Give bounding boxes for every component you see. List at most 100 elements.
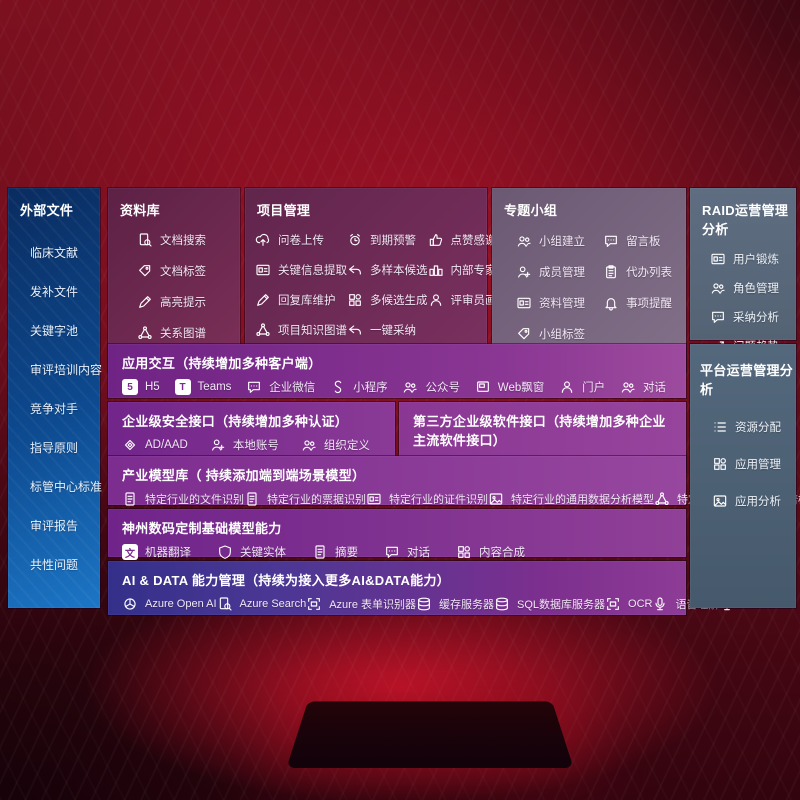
user-card-icon — [711, 253, 725, 265]
project-feature-item: 到期预警 — [347, 232, 428, 248]
reviewer-profile-icon — [430, 294, 441, 306]
web-popup-icon — [476, 381, 489, 392]
app-manage-icon — [714, 458, 726, 470]
file-recog-icon — [125, 492, 135, 506]
bbs-board-icon — [605, 235, 617, 247]
item-label: 审评报告 — [30, 519, 79, 533]
project-feature-item: 多样本候选 — [347, 262, 428, 278]
item-label: 摘要 — [335, 547, 358, 559]
item-label: 回复库维护 — [278, 295, 336, 307]
item-label: 角色管理 — [733, 283, 779, 295]
client-item: 对话 — [620, 379, 666, 395]
group-create-icon — [517, 236, 531, 247]
item-label: 共性问题 — [30, 558, 79, 572]
library-feature-item: 高亮提示 — [137, 294, 240, 310]
project-feature-item: 项目知识图谱 — [255, 322, 347, 338]
row-title: 应用交互（持续增加多种客户端） — [122, 356, 322, 371]
data-analysis-model-icon — [489, 493, 503, 505]
library-feature-item: 关系图谱 — [137, 325, 240, 341]
base-capability-item: 摘要 — [312, 544, 358, 560]
data-manage-icon — [517, 297, 531, 309]
doc-search-icon — [139, 233, 152, 247]
sidebar-item: 竞争对手 — [30, 400, 100, 417]
platform-feature-item: 应用分析 — [712, 493, 796, 509]
item-label: 特定行业的文件识别 — [145, 494, 244, 506]
item-label: Azure 表单识别器 — [329, 599, 416, 611]
topic-groups-panel: 专题小组 小组建立 留言板 成员管理 代办列表 资料管理 事项提醒 小组标签 — [492, 188, 686, 372]
interface-band: 企业级安全接口（持续增加多种认证） AD/AAD 本地账号 组织定义 第三方企业级软… — [108, 402, 686, 472]
multi-sample-icon — [349, 265, 361, 275]
base-capability-item: 文机器翻译 — [122, 544, 191, 560]
item-label: AD/AAD — [145, 439, 188, 451]
platform-analysis-panel: 平台运营管理分析 资源分配 应用管理 应用分析 — [690, 344, 796, 608]
form-recognizer-icon — [308, 598, 321, 610]
raid-feature-item: 用户锻炼 — [710, 251, 796, 267]
item-label: 缓存服务器 — [439, 599, 494, 611]
item-label: 审评培训内容 — [30, 363, 103, 377]
sidebar-item: 共性问题 — [30, 556, 100, 573]
item-label: 高亮提示 — [160, 297, 206, 309]
item-label: 企业微信 — [269, 382, 316, 394]
matter-remind-icon — [605, 298, 617, 311]
item-label: 临床文献 — [30, 246, 79, 260]
item-label: OCR — [628, 598, 653, 610]
item-label: Web飘窗 — [497, 382, 545, 394]
project-feature-item: 一键采纳 — [347, 322, 428, 338]
item-label: 资料管理 — [539, 298, 585, 310]
group-feature-item: 留言板 — [603, 233, 686, 249]
key-info-extract-icon — [256, 264, 270, 276]
doc-tag-icon — [139, 265, 151, 277]
base-capability-item: 对话 — [384, 544, 430, 560]
item-label: 本地账号 — [232, 440, 279, 452]
panel-title: RAID运营管理分析 — [702, 203, 789, 237]
ocr-icon — [607, 598, 619, 610]
model-item: 特定行业的票据识别 — [244, 491, 366, 507]
miniprogram-icon — [334, 380, 342, 394]
item-label: 应用分析 — [735, 496, 781, 508]
item-label: 竞争对手 — [30, 402, 79, 416]
base-capability-item: 内容合成 — [456, 544, 525, 560]
item-label: 组织定义 — [323, 440, 370, 452]
item-label: SQL数据库服务器 — [517, 599, 606, 611]
azure-search-icon — [219, 597, 232, 611]
item-label: 标管中心标准 — [30, 480, 103, 494]
expert-ranking-icon — [428, 265, 443, 276]
ai-data-row: AI & DATA 能力管理（持续为接入更多AI&DATA能力） Azure O… — [108, 561, 763, 615]
group-feature-item: 代办列表 — [603, 264, 686, 280]
teams-icon: T — [174, 379, 191, 395]
speech-icon — [655, 597, 666, 611]
item-label: 多样本候选 — [370, 265, 428, 277]
group-feature-item: 事项提醒 — [603, 295, 686, 311]
row-title: 神州数码定制基础模型能力 — [122, 521, 282, 536]
base-capability-item: 关键实体 — [217, 544, 286, 560]
item-label: 一键采纳 — [370, 325, 416, 337]
industry-models-row: 产业模型库（ 持续添加端到端场景模型） 特定行业的文件识别 特定行业的票据识别 特定… — [108, 456, 800, 507]
item-label: 指导原则 — [30, 441, 79, 455]
item-label: 资源分配 — [735, 422, 781, 434]
app-analysis-icon — [713, 495, 727, 507]
item-label: Teams — [197, 381, 232, 393]
openai-icon — [124, 598, 136, 610]
library-feature-item: 文档搜索 — [137, 232, 240, 248]
cache-server-icon — [418, 597, 430, 611]
auth-item: AD/AAD — [122, 437, 188, 453]
item-label: 公众号 — [425, 382, 460, 394]
item-label: 事项提醒 — [626, 298, 673, 310]
org-define-icon — [302, 440, 316, 451]
reply-maintain-icon — [257, 294, 269, 306]
h5-icon: 5 — [122, 379, 138, 395]
idcard-recog-icon — [367, 493, 381, 505]
item-label: 特定行业的通用数据分析模型 — [511, 494, 654, 506]
wechat-work-icon — [248, 381, 261, 393]
platform-feature-item: 应用管理 — [712, 456, 796, 472]
item-label: 到期预警 — [370, 235, 416, 247]
group-tag-icon — [518, 328, 530, 340]
group-feature-item: 资料管理 — [516, 295, 603, 311]
ai-capability-item: Azure Search — [217, 596, 306, 612]
key-entity-icon — [219, 545, 231, 559]
group-feature-item: 成员管理 — [516, 264, 603, 280]
project-feature-item: 回复库维护 — [255, 292, 347, 308]
project-management-panel: 项目管理 问卷上传 到期预警 点赞感谢 关键信息提取 多样本候选 内部专家排名 回复库维护多… — [245, 188, 520, 372]
item-label: 关系图谱 — [160, 328, 206, 340]
